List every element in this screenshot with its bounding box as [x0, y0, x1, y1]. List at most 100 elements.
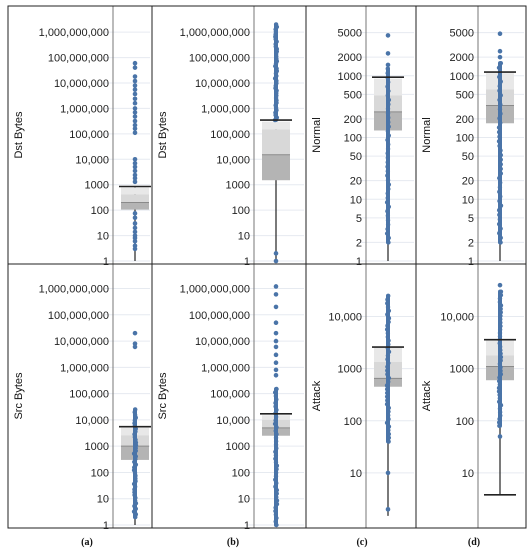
outlier-point — [497, 143, 502, 149]
outlier-point — [497, 54, 503, 60]
tick-label: 10 — [238, 494, 250, 506]
outlier-point — [385, 213, 391, 218]
tick-label: 1,000,000,000 — [39, 27, 109, 39]
outlier-point — [273, 477, 278, 482]
outlier-point — [385, 66, 390, 71]
outlier-point — [273, 473, 279, 479]
outlier-point — [498, 203, 504, 208]
outlier-point — [386, 431, 392, 437]
outlier-point — [385, 353, 391, 358]
tick-label: 5000 — [338, 28, 362, 40]
outlier-point — [386, 375, 392, 381]
outlier-point — [385, 368, 390, 373]
y-axis-label: Normal — [421, 117, 433, 152]
outlier-point — [273, 453, 279, 458]
outlier-point — [498, 306, 503, 312]
outlier-point — [384, 401, 390, 407]
y-axis-label: Attack — [311, 380, 323, 411]
tick-label: 50 — [350, 151, 362, 163]
outlier-point — [384, 231, 390, 236]
tick-label: 1 — [103, 256, 109, 268]
y-axis-label: Dst Bytes — [13, 111, 25, 159]
tick-label: 5 — [468, 213, 474, 225]
tick-label: 1,000,000 — [60, 362, 109, 374]
outlier-point — [385, 323, 390, 328]
outlier-point — [497, 330, 503, 336]
outlier-point — [496, 65, 502, 70]
outlier-point — [386, 88, 391, 94]
tick-label: 1 — [244, 520, 250, 532]
tick-label: 5 — [356, 213, 362, 225]
outlier-point — [386, 240, 391, 245]
outlier-point — [498, 310, 503, 315]
outlier-point — [273, 449, 278, 454]
outlier-point — [385, 372, 390, 377]
tick-label: 5000 — [450, 28, 474, 40]
outlier-point — [273, 338, 279, 344]
outlier-point — [385, 209, 390, 214]
outlier-point — [497, 344, 503, 349]
outlier-point — [386, 293, 391, 299]
outlier-point — [273, 508, 278, 514]
tick-label: 10 — [350, 194, 362, 206]
outlier-point — [497, 116, 502, 121]
outlier-point — [273, 400, 278, 406]
outlier-point — [496, 389, 502, 394]
outlier-point — [273, 372, 279, 378]
outlier-point — [132, 225, 138, 231]
outlier-point — [386, 435, 392, 440]
outlier-point — [498, 320, 503, 325]
outlier-point — [497, 180, 503, 185]
panel-frame — [415, 5, 527, 529]
outlier-point — [132, 172, 138, 178]
outlier-point — [386, 115, 391, 120]
tick-label: 1,000,000,000 — [180, 284, 250, 296]
outlier-point — [132, 175, 138, 181]
outlier-point — [497, 217, 503, 222]
outlier-point — [384, 383, 390, 388]
outlier-point — [498, 111, 503, 116]
tick-label: 100,000,000 — [189, 53, 250, 65]
outlier-point — [385, 128, 391, 134]
outlier-point — [386, 379, 391, 384]
outlier-point — [385, 84, 390, 89]
box-q1 — [121, 202, 149, 210]
outlier-point — [386, 119, 391, 125]
outlier-point — [273, 284, 279, 289]
outlier-point — [498, 162, 503, 167]
outlier-point — [384, 387, 390, 392]
outlier-point — [385, 146, 391, 152]
tick-label: 10,000 — [216, 154, 250, 166]
outlier-point — [497, 31, 503, 36]
y-axis-label: Src Bytes — [13, 372, 25, 420]
outlier-point — [273, 414, 279, 420]
outlier-point — [132, 130, 138, 136]
tick-label: 100,000 — [210, 389, 250, 401]
outlier-point — [497, 97, 502, 103]
outlier-point — [386, 124, 391, 129]
outlier-point — [273, 344, 279, 350]
outlier-point — [498, 79, 503, 84]
outlier-point — [274, 522, 279, 528]
outlier-point — [386, 409, 391, 414]
tick-label: 1000 — [226, 441, 250, 453]
outlier-point — [273, 435, 279, 441]
outlier-point — [132, 341, 138, 346]
outlier-point — [274, 407, 279, 413]
outlier-point — [132, 238, 138, 244]
outlier-point — [385, 357, 390, 362]
tick-label: 100,000,000 — [48, 310, 109, 322]
outlier-point — [386, 204, 392, 209]
outlier-point — [273, 442, 279, 447]
outlier-point — [132, 74, 138, 79]
outlier-point — [498, 354, 504, 360]
panel-caption: (c) — [356, 537, 367, 548]
outlier-point — [498, 402, 504, 408]
outlier-point — [386, 235, 391, 241]
outlier-point — [385, 164, 390, 169]
outlier-point — [386, 308, 392, 313]
tick-label: 1000 — [450, 71, 474, 83]
outlier-point — [273, 258, 279, 264]
tick-label: 10 — [97, 231, 109, 243]
